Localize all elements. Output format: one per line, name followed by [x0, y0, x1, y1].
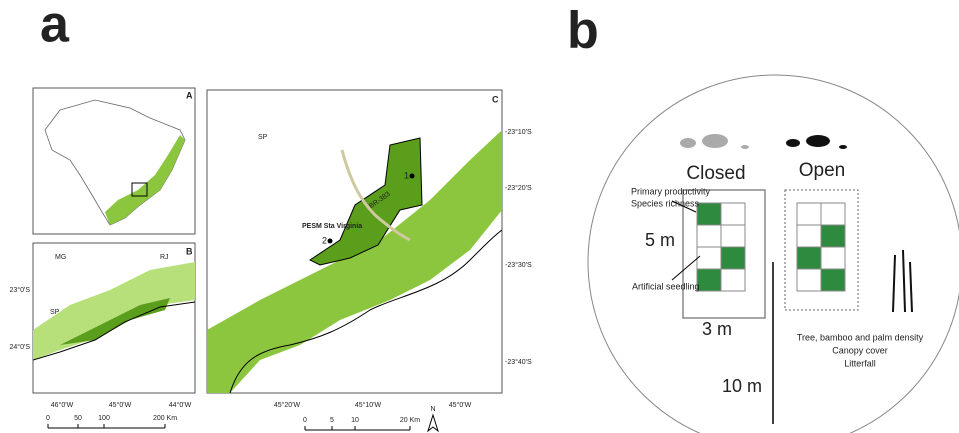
lat-label: -23°20'S	[505, 184, 532, 192]
animals-closed	[680, 134, 749, 149]
site	[328, 239, 333, 244]
scale-label: 5	[330, 417, 334, 424]
subplots-closed	[697, 203, 745, 291]
site-label: 2	[322, 235, 327, 245]
scale-bar	[48, 424, 165, 428]
lat-label: 24°0'S	[10, 343, 31, 351]
map-label: A	[186, 90, 193, 100]
site-label: 1	[404, 170, 409, 180]
scale-label: 10	[351, 417, 359, 424]
scale-label: 20 Km	[400, 417, 420, 424]
animals-open	[786, 135, 847, 149]
map-label: C	[492, 94, 499, 104]
place: SP	[50, 309, 60, 316]
measure: Primary productivity	[631, 186, 711, 196]
lon-label: 46°0'W	[51, 401, 74, 409]
lat-label: -23°40'S	[505, 358, 532, 366]
scale-label: 0	[46, 415, 50, 422]
lon-label: 45°0'W	[109, 401, 132, 409]
scale-label: 50	[74, 415, 82, 422]
panel-label: a	[40, 0, 70, 54]
park-label: PESM Sta Virginia	[302, 223, 362, 230]
dimension: 10 m	[722, 376, 762, 396]
arrow	[672, 201, 700, 280]
measure: Species richness	[631, 198, 700, 208]
dimension: 5 m	[645, 230, 675, 250]
lat-label: -23°10'S	[505, 128, 532, 136]
map-label: B	[186, 246, 193, 256]
treatment-label: Open	[799, 160, 845, 181]
scale-bar	[305, 426, 410, 430]
figure: a A B MG RJ SP 23°0'S 24°0'S 46°0'W 45°0…	[0, 0, 959, 433]
north-label: N	[430, 406, 435, 413]
place: SP	[258, 134, 268, 141]
site	[410, 174, 415, 179]
lat-label: -23°30'S	[505, 261, 532, 269]
bamboo	[893, 250, 912, 312]
measure: Artificial seedling	[632, 281, 700, 291]
subplots-open	[797, 203, 845, 291]
dimension: 3 m	[702, 319, 732, 339]
lat-label: 23°0'S	[10, 286, 31, 294]
treatment-label: Closed	[686, 163, 745, 184]
lon-label: 45°10'W	[355, 401, 382, 409]
measure: Litterfall	[844, 358, 876, 368]
scale-label: 200 Km	[153, 415, 177, 422]
north-arrow	[428, 415, 438, 431]
measure: Canopy cover	[832, 345, 888, 355]
scale-label: 100	[98, 415, 110, 422]
panel-label: b	[567, 2, 599, 60]
scale-label: 0	[303, 417, 307, 424]
lon-label: 45°0'W	[449, 401, 472, 409]
place: MG	[55, 254, 66, 261]
measure: Tree, bamboo and palm density	[797, 332, 924, 342]
lon-label: 45°20'W	[274, 401, 301, 409]
lon-label: 44°0'W	[169, 401, 192, 409]
place: RJ	[160, 254, 169, 261]
